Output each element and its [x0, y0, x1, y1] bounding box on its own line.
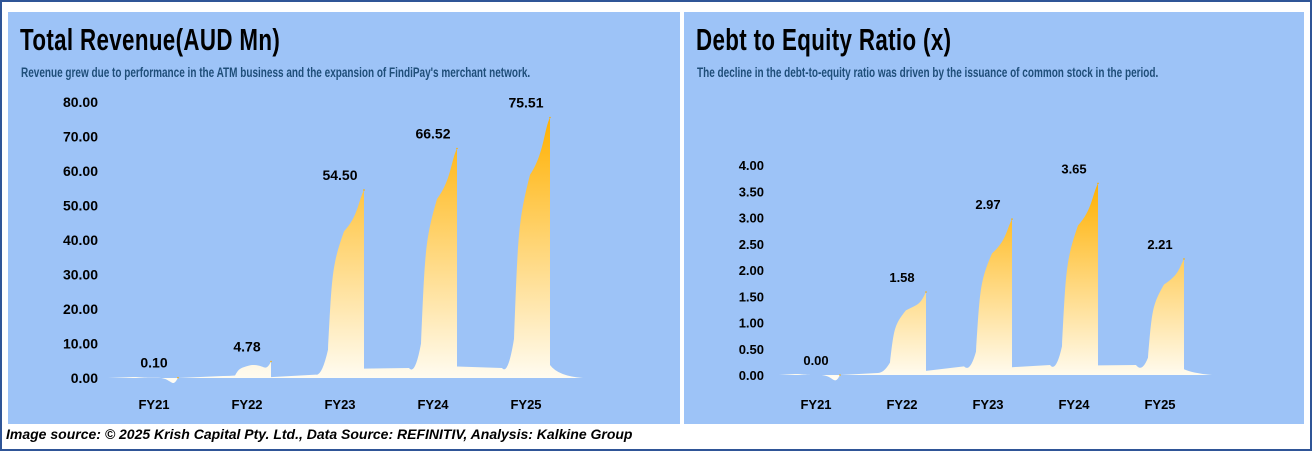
area-series — [779, 183, 1212, 381]
y-tick-label: 0.00 — [71, 370, 98, 386]
x-category-label: FY24 — [417, 397, 449, 412]
data-point — [177, 376, 179, 379]
x-category-label: FY25 — [510, 397, 541, 412]
x-category-label: FY24 — [1058, 397, 1090, 412]
y-tick-label: 3.50 — [739, 184, 764, 199]
y-tick-label: 1.50 — [739, 289, 764, 304]
data-label: 0.10 — [140, 355, 167, 371]
y-tick-label: 4.00 — [739, 158, 764, 173]
revenue-chart-title: Total Revenue(AUD Mn) — [20, 22, 281, 57]
x-category-label: FY21 — [800, 397, 831, 412]
data-label: 1.58 — [889, 270, 914, 285]
data-label: 0.00 — [803, 353, 828, 368]
debt-equity-chart-panel: Debt to Equity Ratio (x) The decline in … — [684, 12, 1304, 424]
y-tick-label: 1.00 — [739, 316, 764, 331]
data-point — [925, 291, 927, 293]
x-category-label: FY22 — [886, 397, 917, 412]
data-point — [270, 360, 272, 363]
data-label: 2.97 — [975, 197, 1000, 212]
y-tick-label: 70.00 — [63, 129, 98, 145]
data-label: 4.78 — [233, 339, 260, 355]
data-label: 54.50 — [322, 167, 357, 183]
y-tick-label: 10.00 — [63, 336, 98, 352]
y-tick-label: 3.00 — [739, 211, 764, 226]
data-point — [1011, 218, 1013, 220]
debt-equity-chart-plot: 4.00 3.50 3.00 2.50 2.00 1.50 1.00 0.50 0.00 0.00… — [739, 158, 1212, 412]
data-point — [839, 374, 841, 376]
data-label: 2.21 — [1147, 237, 1172, 252]
y-tick-label: 0.50 — [739, 342, 764, 357]
y-tick-label: 30.00 — [63, 267, 98, 283]
data-point — [1097, 182, 1099, 185]
data-point — [549, 116, 551, 119]
revenue-chart-subtitle: Revenue grew due to performance in the A… — [21, 65, 531, 80]
x-category-label: FY23 — [324, 397, 355, 412]
data-point — [1183, 258, 1185, 260]
debt-equity-chart-subtitle: The decline in the debt-to-equity ratio … — [697, 65, 1159, 80]
revenue-chart-panel: Total Revenue(AUD Mn) Revenue grew due t… — [8, 12, 680, 424]
data-point — [456, 147, 458, 150]
x-category-label: FY23 — [972, 397, 1003, 412]
x-category-label: FY22 — [231, 397, 262, 412]
y-tick-label: 60.00 — [63, 163, 98, 179]
revenue-chart-plot: 80.00 70.00 60.00 50.00 40.00 30.00 20.00 10.00… — [63, 94, 583, 412]
data-label: 3.65 — [1061, 161, 1086, 176]
area-series — [108, 117, 583, 384]
y-tick-label: 50.00 — [63, 198, 98, 214]
y-tick-label: 80.00 — [63, 94, 98, 110]
y-tick-label: 2.00 — [739, 263, 764, 278]
y-tick-label: 40.00 — [63, 232, 98, 248]
x-category-label: FY21 — [138, 397, 169, 412]
data-label: 66.52 — [415, 126, 450, 142]
debt-equity-chart-title: Debt to Equity Ratio (x) — [696, 22, 952, 57]
image-source-footer: Image source: © 2025 Krish Capital Pty. … — [6, 426, 633, 442]
y-tick-label: 0.00 — [739, 368, 764, 383]
y-tick-label: 20.00 — [63, 301, 98, 317]
data-point — [363, 189, 365, 191]
y-tick-label: 2.50 — [739, 237, 764, 252]
x-category-label: FY25 — [1144, 397, 1175, 412]
data-label: 75.51 — [508, 94, 543, 110]
footer-background — [2, 425, 680, 445]
